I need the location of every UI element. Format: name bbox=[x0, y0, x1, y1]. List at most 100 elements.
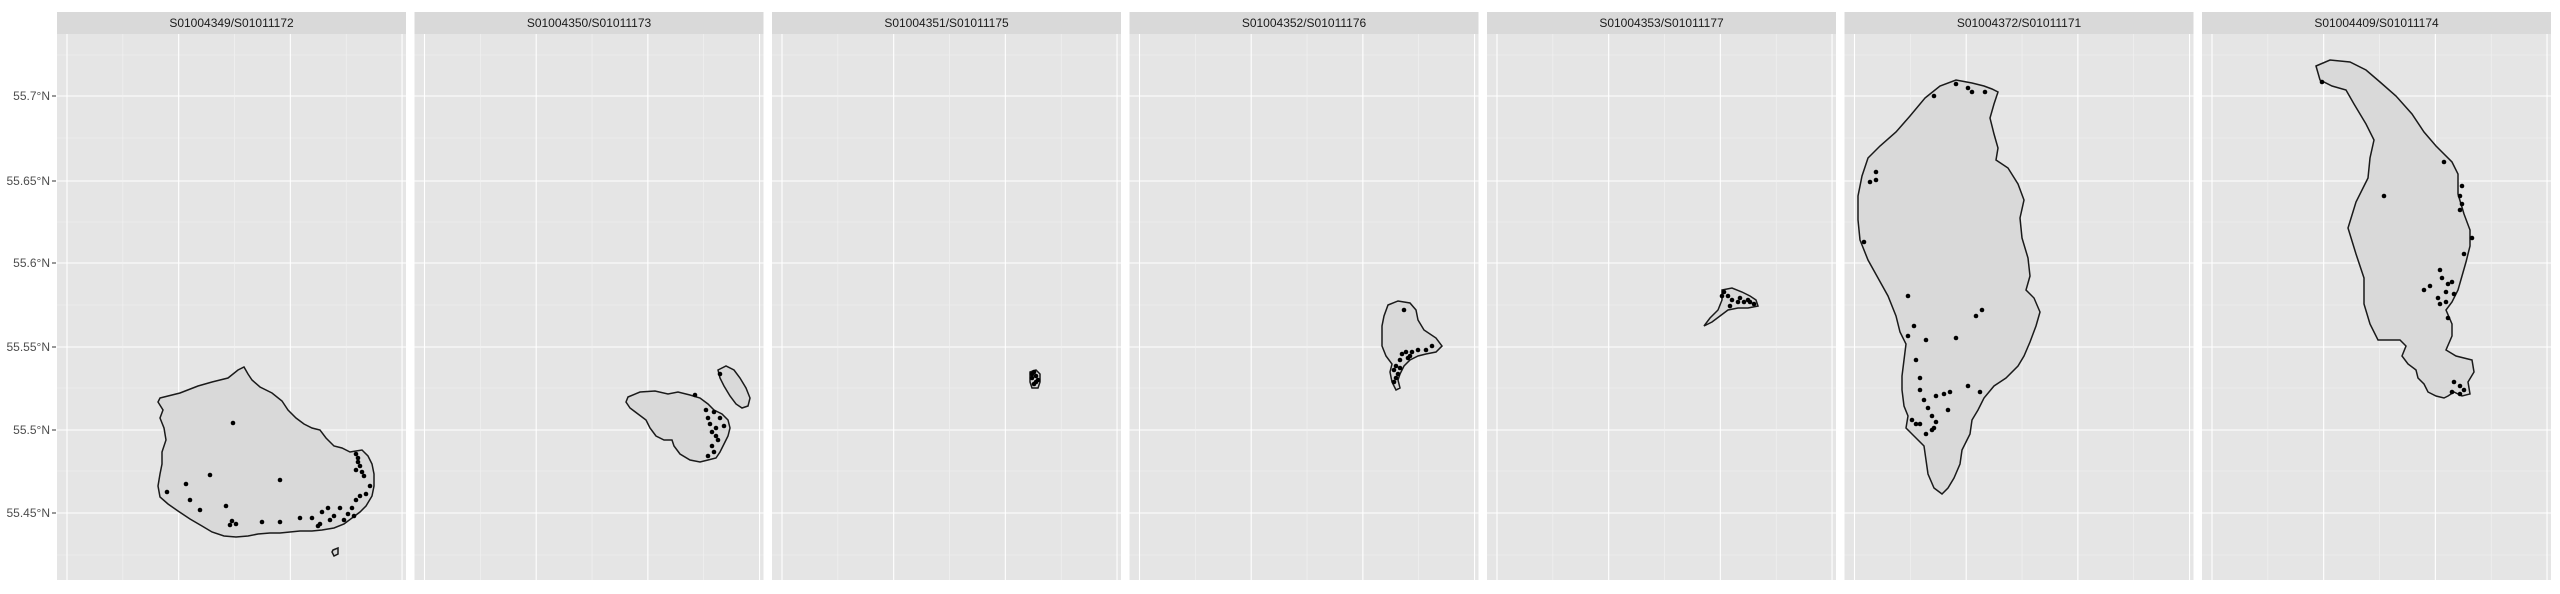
sample-point bbox=[2421, 287, 2427, 293]
sample-point bbox=[353, 451, 359, 457]
sample-point bbox=[1945, 407, 1951, 413]
sample-point bbox=[1873, 177, 1879, 183]
sample-point bbox=[2457, 383, 2463, 389]
sample-point bbox=[1393, 363, 1399, 369]
island-outline bbox=[157, 366, 375, 538]
sample-point bbox=[1397, 357, 1403, 363]
sample-point bbox=[277, 477, 283, 483]
sample-point bbox=[1391, 379, 1397, 385]
sample-point bbox=[713, 425, 719, 431]
panel-6-shapes bbox=[1857, 79, 2041, 495]
facet-strip bbox=[1844, 12, 2194, 34]
island-outline bbox=[717, 365, 751, 409]
sample-point bbox=[1391, 367, 1397, 373]
sample-point bbox=[1397, 365, 1403, 371]
sample-point bbox=[1913, 421, 1919, 427]
sample-point bbox=[1953, 335, 1959, 341]
sample-point bbox=[2437, 267, 2443, 273]
facet-panel: S01004352/S01011176 bbox=[1129, 12, 1479, 580]
sample-point bbox=[1913, 357, 1919, 363]
sample-point bbox=[1395, 371, 1401, 377]
panel-background bbox=[414, 34, 764, 580]
sample-point bbox=[353, 467, 359, 473]
sample-point bbox=[357, 493, 363, 499]
facet-panel: S01004351/S01011175 bbox=[772, 12, 1121, 580]
sample-point bbox=[229, 518, 235, 524]
sample-point bbox=[715, 437, 721, 443]
sample-point bbox=[349, 505, 355, 511]
sample-point bbox=[164, 489, 170, 495]
sample-point bbox=[1923, 431, 1929, 437]
sample-points bbox=[164, 79, 2475, 529]
sample-point bbox=[2469, 235, 2475, 241]
panel-2-shapes bbox=[625, 365, 751, 463]
y-tick-label-55.5: 55.5°N bbox=[13, 423, 50, 437]
sample-point bbox=[1415, 347, 1421, 353]
panel-background bbox=[1129, 34, 1479, 580]
sample-point bbox=[230, 420, 236, 426]
sample-point bbox=[1719, 293, 1725, 299]
sample-point bbox=[2445, 281, 2451, 287]
sample-point bbox=[1921, 397, 1927, 403]
sample-point bbox=[341, 517, 347, 523]
sample-point bbox=[2443, 299, 2449, 305]
sample-point bbox=[1965, 85, 1971, 91]
sample-point bbox=[1917, 421, 1923, 427]
facet-strip-label: S01004351/S01011175 bbox=[884, 16, 1009, 30]
sample-point bbox=[363, 491, 369, 497]
sample-point bbox=[1965, 383, 1971, 389]
sample-point bbox=[1969, 89, 1975, 95]
sample-point bbox=[1745, 297, 1751, 303]
y-tick-label-55.7: 55.7°N bbox=[13, 89, 50, 103]
sample-point bbox=[325, 505, 331, 511]
facet-panel: S01004350/S01011173 bbox=[414, 12, 764, 580]
sample-point bbox=[2427, 283, 2433, 289]
sample-point bbox=[1873, 169, 1879, 175]
sample-point bbox=[1727, 303, 1733, 309]
sample-point bbox=[2457, 391, 2463, 397]
sample-point bbox=[361, 473, 367, 479]
sample-point bbox=[1931, 425, 1937, 431]
y-tick-label-55.65: 55.65°N bbox=[7, 174, 51, 188]
sample-point bbox=[711, 409, 717, 415]
sample-point bbox=[309, 515, 315, 521]
sample-point bbox=[1979, 307, 1985, 313]
island-outline bbox=[1857, 79, 2041, 495]
sample-point bbox=[1925, 405, 1931, 411]
facet-panel: S01004353/S01011177 bbox=[1487, 12, 1836, 580]
facet-strip-label: S01004349/S01011172 bbox=[169, 16, 294, 30]
sample-point bbox=[717, 371, 723, 377]
island-outline bbox=[625, 390, 731, 463]
facet-strip-label: S01004352/S01011176 bbox=[1242, 16, 1367, 30]
sample-point bbox=[709, 429, 715, 435]
sample-point bbox=[197, 507, 203, 513]
sample-point bbox=[1923, 337, 1929, 343]
sample-point bbox=[187, 497, 193, 503]
sample-point bbox=[1941, 391, 1947, 397]
sample-point bbox=[2439, 275, 2445, 281]
sample-point bbox=[707, 421, 713, 427]
sample-point bbox=[1429, 343, 1435, 349]
sample-point bbox=[2451, 379, 2457, 385]
sample-point bbox=[2451, 291, 2457, 297]
sample-point bbox=[721, 423, 727, 429]
sample-point bbox=[1729, 297, 1735, 303]
sample-point bbox=[1867, 179, 1873, 185]
sample-point bbox=[2461, 251, 2467, 257]
sample-point bbox=[1947, 389, 1953, 395]
sample-point bbox=[1905, 333, 1911, 339]
sample-point bbox=[2449, 389, 2455, 395]
sample-point bbox=[1423, 347, 1429, 353]
facet-strip-label: S01004350/S01011173 bbox=[527, 16, 652, 30]
sample-point bbox=[1917, 375, 1923, 381]
sample-point bbox=[327, 517, 333, 523]
sample-point bbox=[357, 463, 363, 469]
sample-point bbox=[337, 505, 343, 511]
sample-point bbox=[355, 455, 361, 461]
sample-point bbox=[703, 407, 709, 413]
y-tick-label-55.55: 55.55°N bbox=[7, 340, 51, 354]
sample-point bbox=[1741, 299, 1747, 305]
facet-strip-label: S01004409/S01011174 bbox=[2314, 16, 2439, 30]
sample-point bbox=[1403, 349, 1409, 355]
